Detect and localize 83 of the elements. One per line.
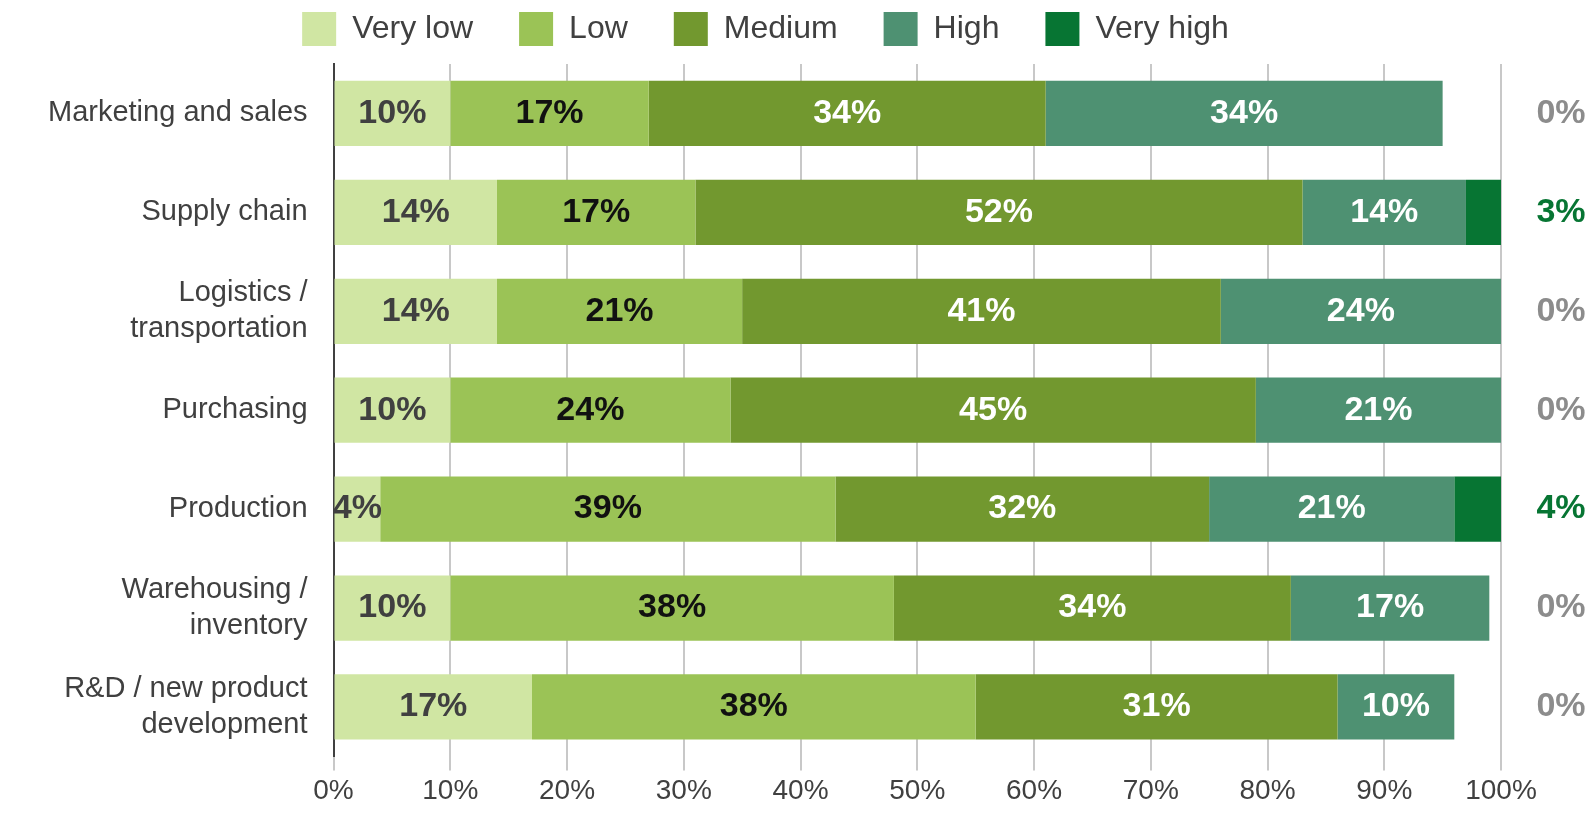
bar: [450, 377, 731, 443]
y-tick-label: R&D / new product development: [64, 670, 308, 740]
x-tick-label: 30%: [655, 773, 712, 805]
x-tick-label: 20%: [539, 773, 596, 805]
data-label: 24%: [1326, 289, 1395, 328]
bar: [1255, 377, 1501, 443]
data-label: 34%: [1058, 586, 1127, 625]
data-label: 41%: [947, 289, 1016, 328]
bar: [1465, 179, 1501, 246]
bar: [496, 179, 696, 246]
data-label: 10%: [358, 586, 427, 625]
data-label: 52%: [964, 190, 1034, 229]
data-label: 0%: [1536, 91, 1586, 130]
data-label: 10%: [358, 388, 427, 427]
data-label: 21%: [585, 289, 654, 328]
data-label: 45%: [959, 388, 1028, 427]
data-label: 0%: [1536, 586, 1586, 625]
bar: [1454, 476, 1501, 542]
y-tick-label: Warehousing / inventory: [121, 571, 309, 641]
data-label: 17%: [515, 91, 584, 130]
data-label: 34%: [813, 91, 882, 130]
x-tick-label: 40%: [772, 773, 829, 805]
data-label: 14%: [381, 289, 450, 328]
data-label: 38%: [719, 685, 788, 724]
data-label: 0%: [1536, 388, 1586, 427]
y-tick-label: Marketing and sales: [48, 95, 308, 128]
data-label: 17%: [1356, 586, 1425, 625]
data-label: 24%: [556, 388, 625, 427]
bar: [730, 377, 1256, 443]
bar: [450, 80, 649, 147]
data-label: 34%: [1210, 91, 1279, 130]
x-tick-label: 0%: [313, 773, 354, 805]
data-label: 21%: [1297, 487, 1366, 526]
bar: [835, 476, 1210, 542]
bar: [532, 674, 976, 740]
bar: [1220, 278, 1501, 344]
data-label: 3%: [1536, 190, 1586, 229]
x-tick-label: 70%: [1122, 773, 1179, 805]
data-label: 39%: [573, 487, 642, 526]
y-tick-label: Purchasing: [162, 392, 308, 425]
data-label: 0%: [1536, 685, 1586, 724]
bar: [334, 179, 497, 246]
data-label: 38%: [638, 586, 707, 625]
bar: [334, 674, 532, 740]
data-label: 21%: [1344, 388, 1413, 427]
bar: [1290, 575, 1490, 641]
bar: [695, 179, 1303, 246]
bar: [496, 278, 743, 344]
bar: [648, 80, 1046, 147]
x-tick-label: 50%: [889, 773, 946, 805]
x-tick-label: 60%: [1005, 773, 1063, 805]
x-tick-label: 10%: [422, 773, 479, 805]
legend-label: High: [933, 8, 1000, 45]
bar: [742, 278, 1221, 344]
data-label: 31%: [1122, 685, 1191, 724]
data-label: 4%: [332, 487, 382, 526]
data-label: 10%: [358, 91, 427, 130]
bar: [380, 476, 836, 542]
bar: [975, 674, 1338, 740]
x-tick-label: 100%: [1465, 773, 1537, 805]
legend-label: Very high: [1095, 8, 1229, 45]
y-tick-label: Supply chain: [141, 194, 308, 227]
y-tick-label: Production: [168, 491, 308, 524]
bar: [334, 278, 497, 344]
bar: [1045, 80, 1443, 147]
data-label: 32%: [988, 487, 1057, 526]
data-label: 17%: [399, 685, 468, 724]
data-label: 14%: [1350, 190, 1419, 229]
data-label: 10%: [1361, 685, 1430, 724]
data-label: 0%: [1536, 289, 1586, 328]
legend-label: Low: [569, 8, 629, 45]
legend-label: Medium: [723, 8, 838, 45]
x-tick-label: 80%: [1239, 773, 1296, 805]
data-label: 14%: [381, 190, 450, 229]
bar: [450, 575, 894, 641]
data-label: 17%: [562, 190, 631, 229]
bar: [893, 575, 1291, 641]
bar: [1302, 179, 1466, 246]
bar: [1209, 476, 1455, 542]
x-tick-label: 90%: [1356, 773, 1413, 805]
legend-label: Very low: [352, 8, 474, 45]
data-label: 4%: [1536, 487, 1586, 526]
y-tick-label: Logistics / transportation: [130, 275, 309, 344]
